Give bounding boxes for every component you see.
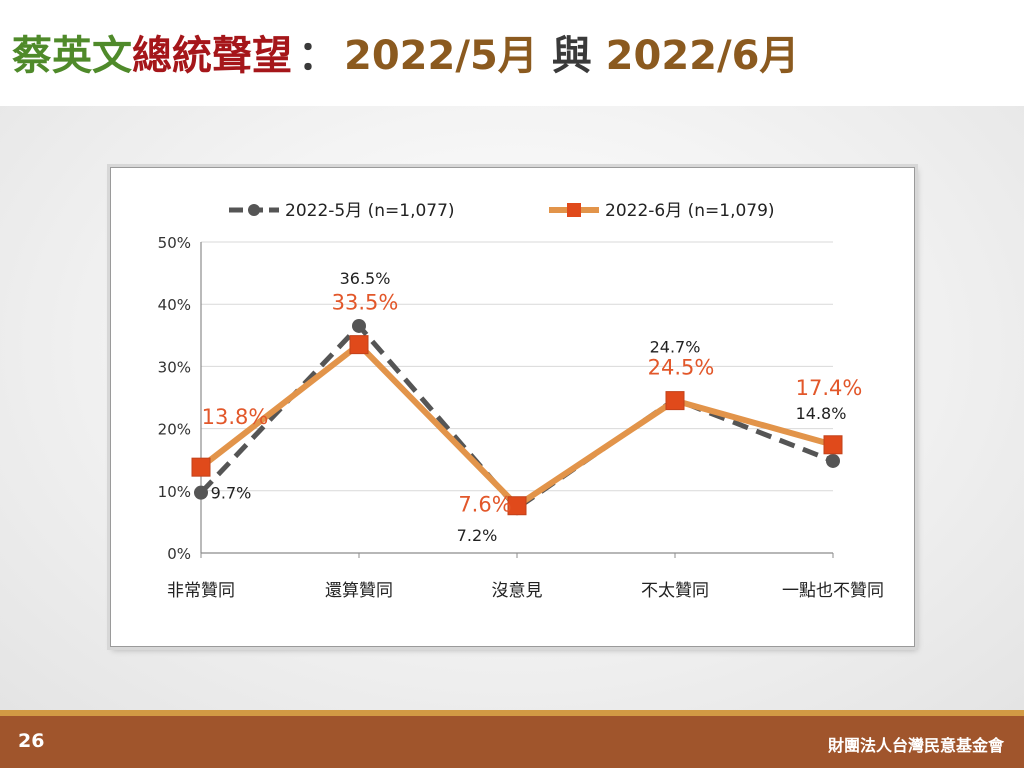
y-tick-label: 20% [158,421,191,439]
footer-bar: 26 財團法人台灣民意基金會 [0,716,1024,768]
title-bar: 蔡英文總統聲望： 2022/5月 與 2022/6月 [0,0,1024,106]
data-point-june [507,496,527,516]
data-label-june: 17.4% [796,376,863,400]
title-subject: 總統聲望 [132,33,292,79]
x-tick-label: 不太贊同 [641,581,709,601]
data-point-may [194,485,208,500]
title-period-1: 2022/5月 [344,33,538,79]
line-chart: 0% 10% 20% 30% 40% 50% 非常贊同 還算贊同 沒意見 不太贊同 一點也不贊同 9.… [158,201,884,601]
data-point-june [665,391,685,411]
data-label-may: 9.7% [211,484,252,503]
data-label-may: 7.2% [457,526,498,545]
title-name: 蔡英文 [12,33,132,79]
x-tick-label: 非常贊同 [167,581,235,601]
data-label-june: 13.8% [202,405,269,429]
data-point-june [823,435,843,455]
data-point-may [352,318,366,333]
data-label-june: 24.5% [648,356,715,380]
title-conjunction: 與 [551,33,592,79]
series-line-may [199,323,834,511]
y-tick-label: 30% [158,358,191,376]
y-tick-label: 10% [158,483,191,501]
y-tick-label: 40% [158,296,191,314]
organization-name: 財團法人台灣民意基金會 [827,736,1004,755]
page-number: 26 [18,730,45,752]
legend-swatch-june-marker [567,203,581,217]
data-label-may: 36.5% [340,269,391,288]
data-point-may [826,453,840,468]
data-label-june: 7.6% [458,493,511,517]
legend-swatch-may-marker [248,204,260,216]
data-label-may: 24.7% [650,337,701,356]
data-point-june [191,457,211,477]
data-point-june [349,335,369,355]
legend-label-may: 2022-5月 (n=1,077) [285,201,455,221]
legend-label-june: 2022-6月 (n=1,079) [605,201,775,221]
x-tick-label: 還算贊同 [325,581,393,601]
data-label-june: 33.5% [332,291,399,315]
chart-frame: 0% 10% 20% 30% 40% 50% 非常贊同 還算贊同 沒意見 不太贊同 一點也不贊同 9.… [110,167,915,647]
y-tick-label: 0% [167,545,191,563]
title-colon: ： [298,33,338,79]
y-tick-label: 50% [158,234,191,252]
title-period-2: 2022/6月 [605,33,800,79]
footer-accent-line [0,710,1024,716]
x-tick-label: 沒意見 [492,581,543,601]
x-tick-label: 一點也不贊同 [782,581,884,601]
data-label-may: 14.8% [796,404,847,423]
page-title: 蔡英文總統聲望： 2022/5月 與 2022/6月 [12,26,799,86]
